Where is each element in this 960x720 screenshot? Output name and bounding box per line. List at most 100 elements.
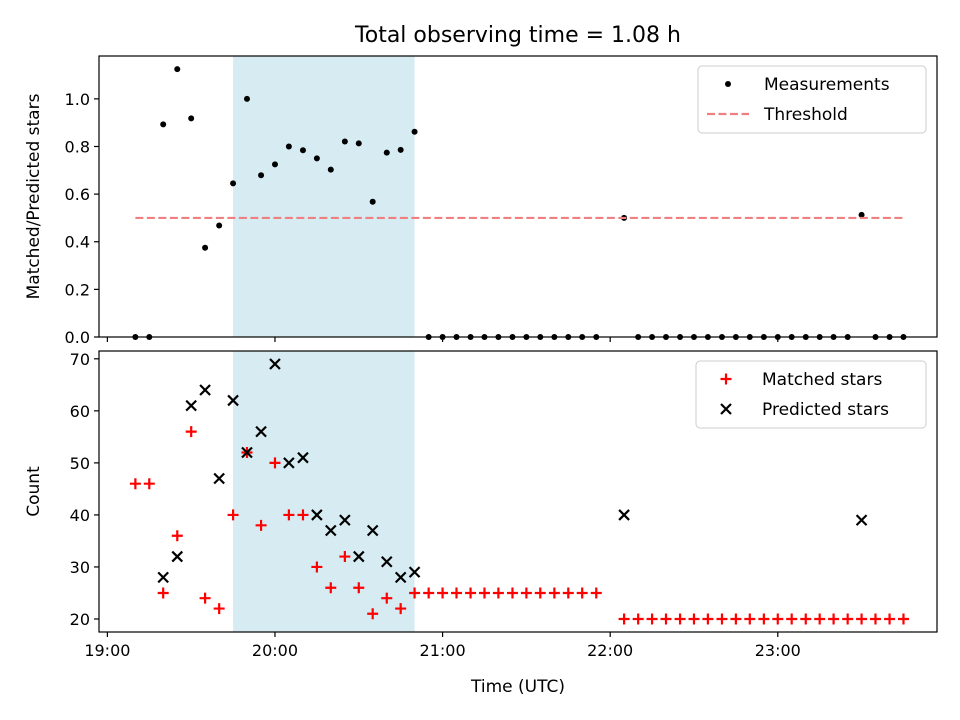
data-point [339, 514, 351, 526]
data-point [255, 425, 267, 438]
legend-box [697, 65, 927, 134]
data-point [394, 571, 407, 584]
data-point [157, 587, 169, 599]
data-point [311, 509, 323, 521]
y-tick-label: 50 [70, 454, 90, 473]
y-tick-label: 60 [70, 402, 90, 421]
x-tick-label: 20:00 [252, 641, 298, 660]
plot-frame [98, 55, 938, 338]
data-point [590, 587, 602, 599]
x-tick-label: 22:00 [587, 641, 633, 660]
data-point [506, 587, 518, 599]
data-point [129, 478, 141, 490]
data-point [367, 608, 379, 620]
x-tick-label: 21:00 [420, 641, 466, 660]
legend: Matched stars Predicted stars [695, 360, 927, 429]
data-point [366, 524, 379, 537]
data-point [758, 613, 770, 625]
legend-label: Matched stars [762, 370, 882, 390]
data-point [869, 613, 881, 625]
data-point [188, 115, 195, 122]
data-point [185, 426, 197, 438]
data-point [576, 587, 588, 599]
data-point [202, 244, 209, 251]
data-point [395, 603, 407, 615]
data-point [800, 613, 812, 625]
y-axis-label: Count [24, 466, 44, 517]
legend-label: Predicted stars [762, 400, 889, 420]
data-point [409, 587, 421, 599]
shaded-region [233, 351, 415, 632]
data-point [271, 161, 278, 168]
data-point [897, 613, 909, 625]
plot-frame [98, 350, 938, 633]
data-point [534, 587, 546, 599]
y-tick-label: 0.6 [65, 185, 90, 204]
data-point [884, 613, 896, 625]
data-point [327, 166, 334, 173]
data-point [297, 509, 309, 521]
legend-label: Threshold [763, 105, 848, 125]
top-panel: 0.0 0.2 0.4 0.6 0.8 1.0 Matched/Predicted star… [24, 55, 938, 347]
data-point [355, 140, 362, 147]
x-tick-label: 19:00 [84, 641, 130, 660]
series-predicted-stars [157, 358, 868, 584]
y-tick-label: 0.4 [65, 233, 90, 252]
data-point [269, 358, 281, 370]
y-tick-label: 1.0 [65, 90, 90, 109]
data-point [383, 149, 390, 156]
data-point [199, 384, 211, 396]
data-point [632, 613, 644, 625]
data-point [213, 603, 225, 615]
data-point [174, 66, 181, 73]
legend-marker [720, 403, 732, 415]
data-point [230, 180, 237, 187]
data-point [171, 530, 183, 542]
data-point [171, 550, 184, 563]
data-point [258, 172, 265, 179]
y-tick-label: 20 [70, 610, 90, 629]
data-point [199, 592, 211, 604]
y-tick-label: 0.0 [65, 328, 90, 347]
shaded-region [233, 56, 415, 337]
data-point [814, 613, 826, 625]
data-point [216, 222, 223, 229]
data-point [227, 394, 239, 407]
data-point [450, 587, 462, 599]
y-tick-label: 30 [70, 558, 90, 577]
data-point [411, 128, 418, 135]
data-point [241, 446, 253, 459]
data-point [772, 613, 784, 625]
data-point [325, 524, 337, 537]
x-tick-label: 23:00 [755, 641, 801, 660]
data-point [618, 613, 630, 625]
legend: Measurements Threshold [697, 65, 927, 134]
data-point [160, 121, 167, 128]
data-point [520, 587, 532, 599]
data-point [478, 587, 490, 599]
data-point [856, 613, 868, 625]
data-point [341, 138, 348, 145]
data-point [716, 613, 728, 625]
legend-box [695, 360, 927, 429]
data-point [730, 613, 742, 625]
data-point [492, 587, 504, 599]
data-point [227, 509, 239, 521]
chart-title: Total observing time = 1.08 h [354, 23, 681, 48]
data-point [562, 587, 574, 599]
legend-marker [725, 81, 731, 87]
bottom-panel: 20 30 40 50 60 70 19:00 20:00 21:00 22:00 23:00 Cou… [24, 350, 938, 660]
data-point [339, 551, 351, 563]
data-point [369, 198, 376, 205]
data-point [313, 155, 320, 162]
data-point [437, 587, 449, 599]
data-point [423, 587, 435, 599]
data-point [143, 478, 155, 490]
data-point [744, 613, 756, 625]
data-point [243, 95, 250, 102]
data-point [858, 211, 865, 218]
data-point [283, 457, 295, 469]
data-point [397, 146, 404, 153]
data-point [213, 472, 225, 485]
